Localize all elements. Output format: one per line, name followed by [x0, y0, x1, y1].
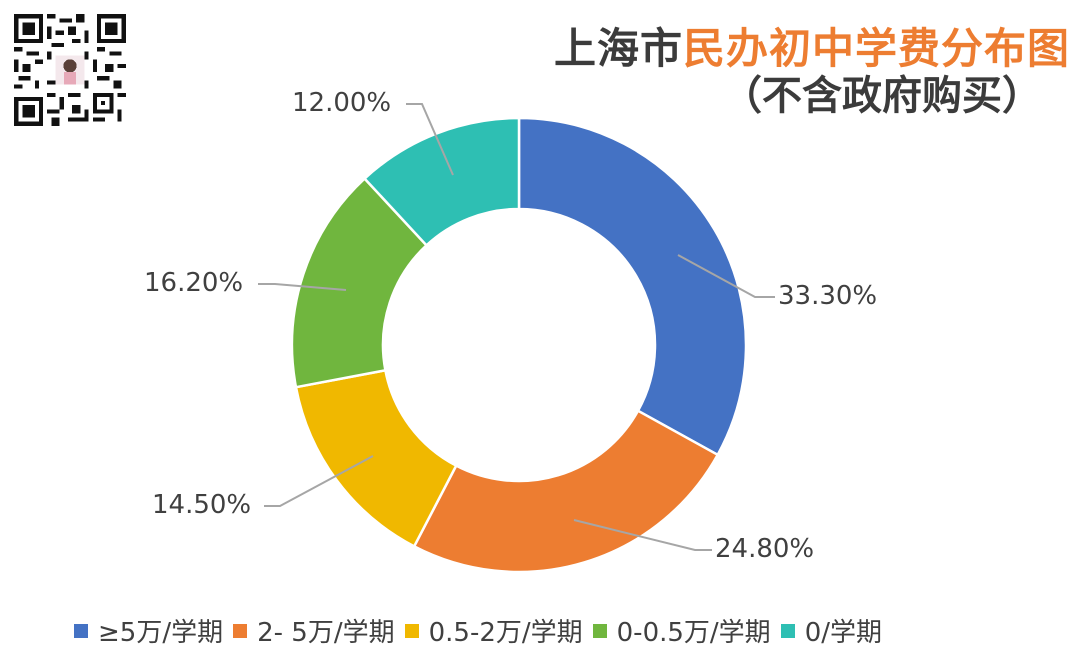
data-label-0.5-2: 14.50%: [152, 490, 252, 520]
legend-label: 0-0.5万/学期: [616, 618, 771, 648]
leader-line-2: [264, 455, 374, 507]
chart-legend: ≥5万/学期 2- 5万/学期 0.5-2万/学期 0-0.5万/学期 0/学期: [74, 612, 892, 649]
data-label-ge5: 33.30%: [778, 281, 878, 311]
donut-slice-1: [412, 409, 720, 574]
data-label-0: 12.00%: [292, 88, 392, 118]
leader-line-1: [573, 519, 712, 551]
legend-label: 2- 5万/学期: [257, 618, 395, 648]
qr-code-icon: [10, 10, 130, 130]
leader-line-4: [406, 103, 454, 176]
legend-item-ge5[interactable]: ≥5万/学期: [74, 612, 223, 649]
donut-slice-4: [362, 116, 521, 248]
donut-slice-0: [517, 116, 748, 457]
legend-item-0[interactable]: 0/学期: [780, 612, 882, 649]
donut-slices: [290, 116, 748, 574]
chart-title: 上海市民办初中学费分布图 （不含政府购买）: [554, 28, 1070, 119]
legend-label: ≥5万/学期: [98, 618, 224, 648]
legend-item-0.5-2[interactable]: 0.5-2万/学期: [404, 612, 583, 649]
leader-line-3: [258, 283, 347, 291]
leader-line-0: [677, 254, 775, 298]
title-part-main: 民办初中学费分布图: [682, 24, 1070, 73]
title-part-city: 上海市: [553, 24, 683, 73]
legend-label: 0/学期: [804, 618, 882, 648]
legend-swatch-orange: [233, 623, 248, 638]
legend-swatch-yellow: [404, 623, 419, 638]
leader-lines: [258, 103, 775, 551]
data-label-0-0.5: 16.20%: [144, 268, 244, 298]
legend-item-2-5[interactable]: 2- 5万/学期: [233, 612, 395, 649]
legend-item-0-0.5[interactable]: 0-0.5万/学期: [592, 612, 771, 649]
data-label-2-5: 24.80%: [715, 534, 815, 564]
legend-swatch-blue: [74, 623, 88, 638]
legend-swatch-teal: [780, 623, 795, 638]
chart-subtitle: （不含政府购买）: [722, 73, 1042, 119]
legend-swatch-green: [592, 623, 607, 638]
legend-label: 0.5-2万/学期: [428, 618, 583, 648]
